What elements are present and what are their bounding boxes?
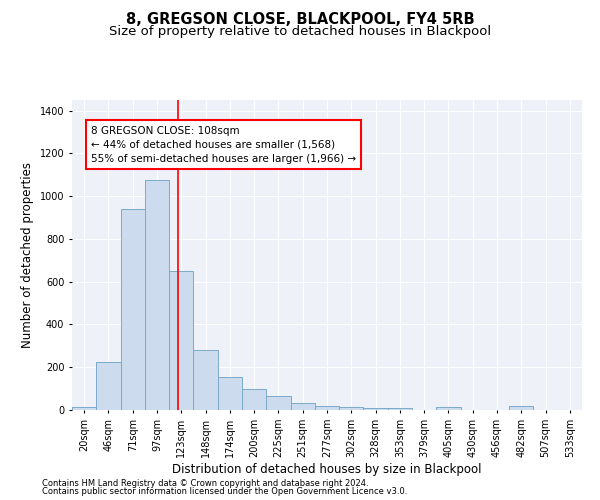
Bar: [364, 408, 388, 410]
X-axis label: Distribution of detached houses by size in Blackpool: Distribution of detached houses by size …: [172, 462, 482, 475]
Bar: [290, 403, 315, 410]
Bar: [266, 396, 290, 410]
Text: Contains public sector information licensed under the Open Government Licence v3: Contains public sector information licen…: [42, 487, 407, 496]
Bar: [388, 408, 412, 410]
Bar: [242, 388, 266, 410]
Bar: [193, 350, 218, 410]
Bar: [436, 408, 461, 410]
Text: 8 GREGSON CLOSE: 108sqm
← 44% of detached houses are smaller (1,568)
55% of semi: 8 GREGSON CLOSE: 108sqm ← 44% of detache…: [91, 126, 356, 164]
Text: Contains HM Land Registry data © Crown copyright and database right 2024.: Contains HM Land Registry data © Crown c…: [42, 478, 368, 488]
Bar: [509, 406, 533, 410]
Text: Size of property relative to detached houses in Blackpool: Size of property relative to detached ho…: [109, 25, 491, 38]
Bar: [145, 180, 169, 410]
Bar: [339, 408, 364, 410]
Bar: [169, 271, 193, 410]
Y-axis label: Number of detached properties: Number of detached properties: [21, 162, 34, 348]
Bar: [121, 209, 145, 410]
Bar: [96, 362, 121, 410]
Bar: [315, 406, 339, 410]
Bar: [218, 377, 242, 410]
Text: 8, GREGSON CLOSE, BLACKPOOL, FY4 5RB: 8, GREGSON CLOSE, BLACKPOOL, FY4 5RB: [125, 12, 475, 28]
Bar: [72, 407, 96, 410]
